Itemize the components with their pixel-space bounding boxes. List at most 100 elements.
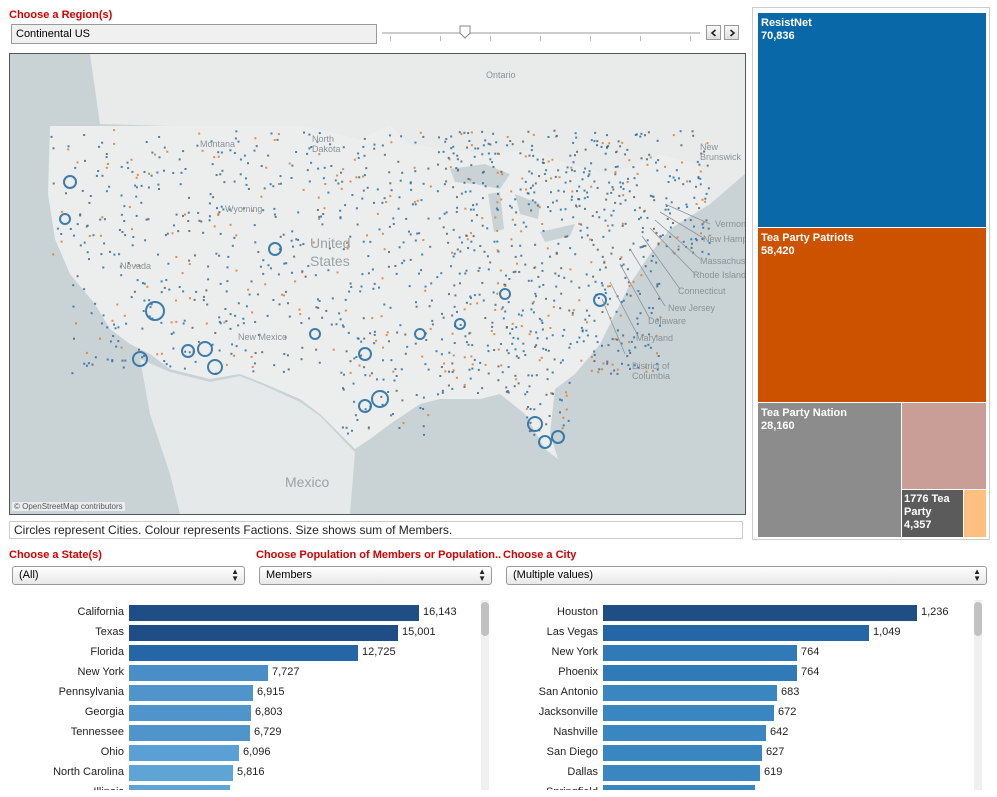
- city-dot[interactable]: [545, 393, 548, 396]
- city-dot[interactable]: [572, 309, 575, 312]
- city-dot[interactable]: [560, 292, 563, 295]
- city-dot[interactable]: [479, 361, 482, 364]
- city-dot[interactable]: [538, 359, 541, 362]
- city-dot[interactable]: [586, 234, 589, 237]
- city-dot[interactable]: [372, 287, 375, 290]
- city-dot[interactable]: [538, 206, 541, 209]
- city-dot[interactable]: [634, 134, 637, 136]
- city-dot[interactable]: [419, 407, 422, 409]
- city-dot[interactable]: [699, 177, 702, 180]
- city-dot[interactable]: [456, 206, 459, 209]
- city-dot[interactable]: [451, 362, 454, 365]
- city-dot[interactable]: [496, 201, 499, 204]
- city-dot[interactable]: [94, 356, 97, 359]
- city-dot[interactable]: [536, 337, 539, 340]
- city-dot[interactable]: [611, 363, 614, 366]
- city-dot[interactable]: [148, 299, 151, 302]
- city-dot[interactable]: [628, 284, 631, 287]
- city-dot[interactable]: [659, 324, 661, 327]
- city-dot[interactable]: [524, 155, 527, 158]
- city-dot[interactable]: [361, 273, 364, 276]
- bar[interactable]: [603, 645, 797, 661]
- city-dot[interactable]: [437, 151, 440, 154]
- bar[interactable]: [129, 745, 239, 761]
- city-dot[interactable]: [455, 210, 458, 213]
- city-dot[interactable]: [606, 360, 609, 363]
- city-dot[interactable]: [632, 166, 635, 169]
- city-dot[interactable]: [481, 281, 484, 284]
- city-dot[interactable]: [511, 328, 514, 330]
- city-dot[interactable]: [131, 244, 134, 247]
- city-dot[interactable]: [135, 186, 138, 189]
- city-dot[interactable]: [112, 335, 115, 337]
- city-dot[interactable]: [691, 130, 694, 133]
- city-dot[interactable]: [517, 313, 520, 316]
- city-dot[interactable]: [447, 241, 450, 244]
- city-dot[interactable]: [686, 205, 689, 208]
- city-dot[interactable]: [672, 176, 675, 179]
- city-dot[interactable]: [342, 248, 345, 251]
- city-dot[interactable]: [576, 190, 578, 193]
- city-dot[interactable]: [400, 368, 403, 371]
- city-dot[interactable]: [160, 291, 163, 294]
- city-dot[interactable]: [659, 316, 662, 319]
- city-dot[interactable]: [676, 236, 679, 239]
- city-dot[interactable]: [306, 169, 309, 172]
- city-dot[interactable]: [583, 189, 586, 192]
- city-dot[interactable]: [564, 235, 567, 238]
- city-dot[interactable]: [704, 197, 707, 200]
- city-dot[interactable]: [628, 349, 631, 352]
- city-dot[interactable]: [507, 352, 510, 355]
- city-dot[interactable]: [584, 207, 586, 210]
- city-dot[interactable]: [347, 432, 349, 435]
- city-dot[interactable]: [130, 158, 133, 161]
- city-dot[interactable]: [178, 158, 181, 161]
- city-dot[interactable]: [119, 265, 122, 268]
- city-dot[interactable]: [627, 177, 629, 180]
- city-dot[interactable]: [452, 228, 455, 231]
- city-dot[interactable]: [500, 364, 503, 367]
- city-dot[interactable]: [652, 195, 655, 198]
- city-dot[interactable]: [349, 360, 352, 363]
- bar-row[interactable]: New York 7,727: [9, 663, 479, 683]
- city-dot[interactable]: [607, 344, 610, 347]
- bar[interactable]: [129, 705, 251, 721]
- city-dot[interactable]: [636, 332, 639, 335]
- city-dot[interactable]: [528, 333, 531, 336]
- city-dot[interactable]: [620, 256, 623, 259]
- city-dot[interactable]: [392, 413, 394, 415]
- next-button[interactable]: [724, 25, 739, 40]
- city-dot[interactable]: [356, 419, 359, 421]
- city-dot[interactable]: [237, 302, 240, 305]
- city-dot[interactable]: [363, 154, 366, 157]
- city-dot[interactable]: [524, 263, 527, 266]
- city-dot[interactable]: [363, 337, 366, 340]
- city-dot[interactable]: [440, 366, 443, 368]
- city-dot[interactable]: [514, 255, 517, 258]
- city-dot[interactable]: [91, 363, 94, 366]
- city-dot[interactable]: [546, 378, 549, 381]
- city-dot[interactable]: [473, 155, 476, 158]
- city-dot[interactable]: [437, 393, 439, 396]
- city-dot[interactable]: [247, 188, 250, 190]
- city-dot[interactable]: [634, 346, 637, 349]
- city-dot[interactable]: [517, 382, 520, 385]
- city-dot[interactable]: [489, 143, 492, 146]
- city-dot[interactable]: [500, 198, 503, 201]
- city-dot[interactable]: [254, 321, 257, 323]
- bar[interactable]: [129, 765, 233, 781]
- city-dot[interactable]: [308, 317, 311, 320]
- city-dot[interactable]: [362, 145, 365, 148]
- city-dot[interactable]: [492, 291, 495, 294]
- city-dot[interactable]: [218, 349, 221, 352]
- city-dot[interactable]: [308, 147, 311, 150]
- city-dot[interactable]: [667, 208, 670, 211]
- city-dot[interactable]: [655, 231, 658, 234]
- city-dot[interactable]: [124, 234, 127, 237]
- city-dot[interactable]: [83, 288, 86, 291]
- city-dot[interactable]: [656, 139, 659, 142]
- city-dot[interactable]: [626, 181, 629, 183]
- city-dot[interactable]: [150, 303, 153, 306]
- city-dot[interactable]: [507, 301, 510, 304]
- treemap-cell-small[interactable]: [964, 490, 986, 537]
